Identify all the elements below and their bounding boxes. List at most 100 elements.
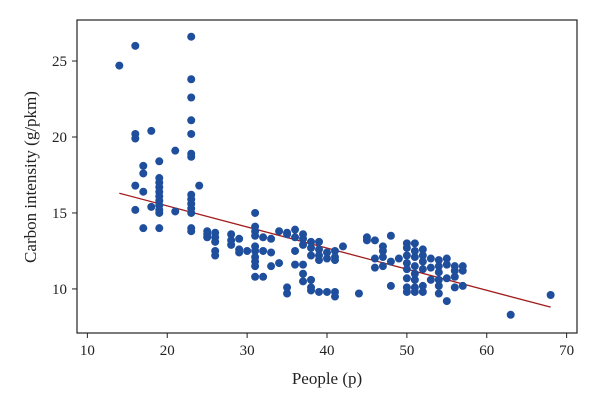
- data-point: [410, 275, 419, 284]
- data-point: [442, 260, 451, 269]
- data-point: [139, 169, 148, 178]
- data-point: [259, 233, 268, 242]
- data-point: [442, 254, 451, 263]
- data-point: [450, 283, 459, 292]
- data-point: [251, 262, 260, 271]
- y-axis-label: Carbon intensity (g/pkm): [21, 91, 40, 263]
- data-point: [235, 248, 244, 257]
- data-point: [330, 292, 339, 301]
- data-point: [171, 207, 180, 216]
- data-point: [315, 256, 324, 265]
- data-point: [402, 274, 411, 283]
- data-point: [139, 224, 148, 233]
- data-point: [378, 262, 387, 271]
- points-group: [115, 32, 555, 319]
- y-tick-label: 20: [52, 130, 67, 146]
- data-point: [418, 281, 427, 290]
- data-point: [291, 225, 300, 234]
- data-point: [458, 281, 467, 290]
- data-point: [299, 240, 308, 249]
- data-point: [402, 259, 411, 268]
- x-tick-label: 60: [479, 343, 494, 359]
- data-point: [442, 297, 451, 306]
- data-point: [227, 240, 236, 249]
- data-point: [315, 245, 324, 254]
- data-point: [546, 291, 555, 300]
- data-point: [299, 277, 308, 286]
- data-point: [307, 237, 316, 246]
- data-point: [275, 259, 284, 268]
- data-point: [410, 239, 419, 248]
- data-point: [418, 257, 427, 266]
- data-point: [378, 246, 387, 255]
- data-point: [267, 248, 276, 257]
- plot-frame: [76, 19, 578, 334]
- data-point: [370, 263, 379, 272]
- data-point: [211, 237, 220, 246]
- data-point: [131, 41, 140, 50]
- axis-ticks: 10 20 30 40 50 60 70 10 15 20 25: [52, 54, 574, 359]
- data-point: [506, 310, 515, 319]
- data-point: [362, 236, 371, 245]
- x-axis-label: People (p): [292, 369, 362, 388]
- x-tick-label: 30: [240, 343, 255, 359]
- data-point: [386, 257, 395, 266]
- data-point: [187, 129, 196, 138]
- data-point: [267, 234, 276, 243]
- data-point: [187, 116, 196, 125]
- data-point: [458, 266, 467, 275]
- data-point: [354, 289, 363, 298]
- data-point: [243, 246, 252, 255]
- data-point: [402, 265, 411, 274]
- data-point: [434, 281, 443, 290]
- data-point: [402, 243, 411, 252]
- data-point: [402, 251, 411, 260]
- data-point: [147, 126, 156, 135]
- data-point: [259, 246, 268, 255]
- data-point: [307, 286, 316, 295]
- data-point: [370, 236, 379, 245]
- data-point: [394, 254, 403, 263]
- data-point: [434, 268, 443, 277]
- data-point: [426, 275, 435, 284]
- data-point: [386, 281, 395, 290]
- data-point: [307, 243, 316, 252]
- data-point: [187, 227, 196, 236]
- data-point: [283, 230, 292, 239]
- data-point: [410, 287, 419, 296]
- data-point: [131, 181, 140, 190]
- data-point: [235, 234, 244, 243]
- data-point: [434, 289, 443, 298]
- data-point: [434, 256, 443, 265]
- data-point: [442, 274, 451, 283]
- data-point: [195, 181, 204, 190]
- data-point: [307, 275, 316, 284]
- data-point: [275, 227, 284, 236]
- data-point: [402, 287, 411, 296]
- data-point: [251, 231, 260, 240]
- data-point: [386, 231, 395, 240]
- y-tick-label: 25: [52, 54, 67, 70]
- data-point: [187, 208, 196, 217]
- data-point: [251, 272, 260, 281]
- data-point: [139, 187, 148, 196]
- x-tick-label: 40: [320, 343, 335, 359]
- data-point: [259, 272, 268, 281]
- data-point: [434, 275, 443, 284]
- data-point: [418, 245, 427, 254]
- data-point: [370, 254, 379, 263]
- data-point: [418, 265, 427, 274]
- y-tick-label: 10: [52, 282, 67, 298]
- x-tick-label: 70: [559, 343, 574, 359]
- data-point: [155, 208, 164, 217]
- data-point: [291, 260, 300, 269]
- data-point: [410, 269, 419, 278]
- data-point: [299, 269, 308, 278]
- data-point: [410, 246, 419, 255]
- data-point: [434, 262, 443, 271]
- data-point: [378, 253, 387, 262]
- data-point: [187, 32, 196, 41]
- data-point: [299, 260, 308, 269]
- data-point: [418, 287, 427, 296]
